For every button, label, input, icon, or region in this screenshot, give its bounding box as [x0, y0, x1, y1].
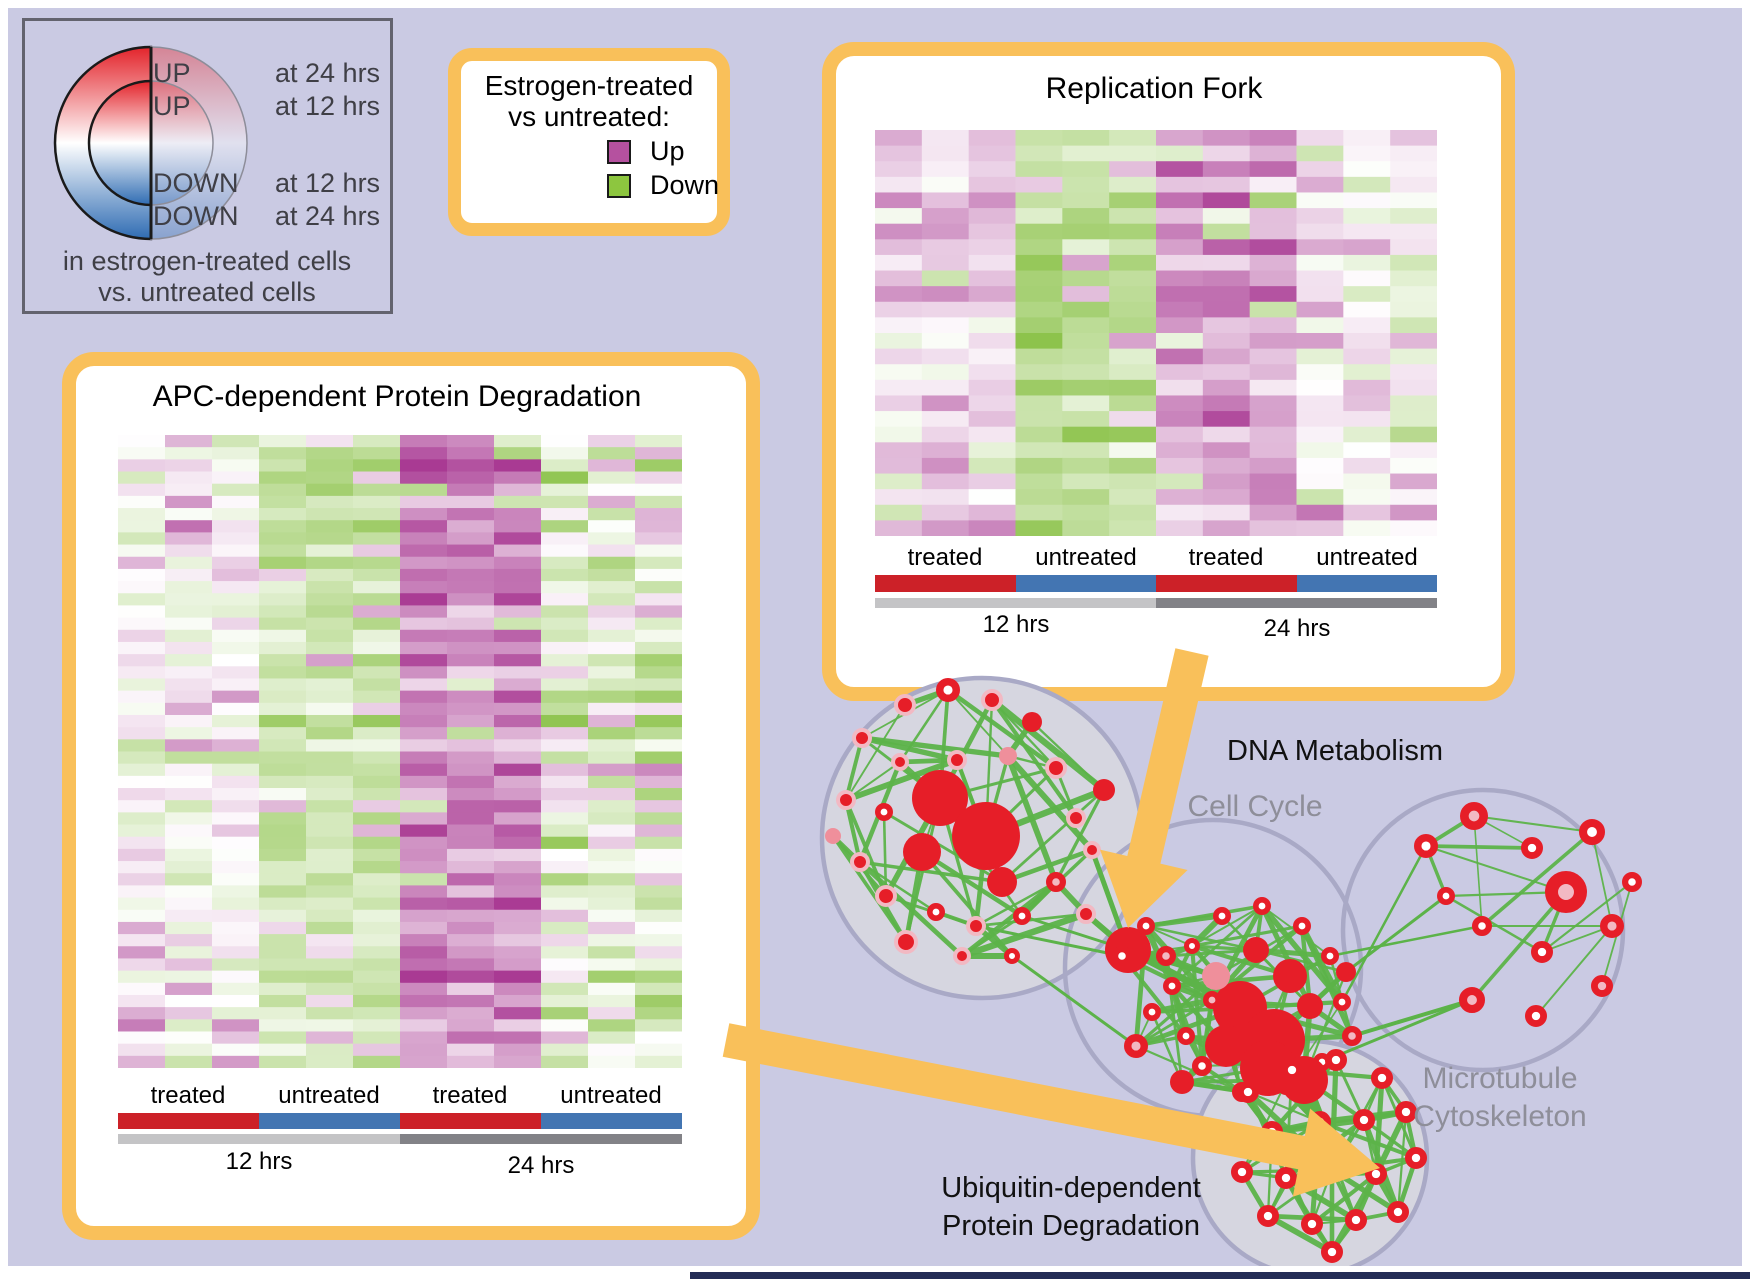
legend-down-12-time: at 12 hrs: [275, 168, 381, 198]
rf-untreated-bar-12: [1016, 575, 1156, 592]
apc-untreated-bar-12: [259, 1113, 400, 1129]
apc-heatmap: [118, 435, 682, 1068]
apc-treated-bar-12: [118, 1113, 259, 1129]
apc-time-24hrs: 24 hrs: [507, 1152, 575, 1179]
network-label-cell-cycle: Cell Cycle: [1187, 790, 1323, 823]
expression-circle-legend-icon: [53, 45, 248, 241]
apc-col-group-treated-24: treated: [432, 1082, 508, 1109]
rf-treated-bar-12: [875, 575, 1016, 592]
legend-down-12-label: DOWN: [153, 168, 239, 198]
bottom-navy-strip: [690, 1272, 1750, 1279]
up-label: Up: [650, 136, 685, 166]
up-color-swatch: [607, 140, 631, 164]
apc-time-12hrs: 12 hrs: [225, 1148, 293, 1175]
apc-12hrs-bar: [118, 1134, 400, 1144]
updown-legend-title-line2: vs untreated:: [508, 101, 670, 132]
apc-untreated-bar-24: [541, 1113, 682, 1129]
network-label-ubiquitin-2: Protein Degradation: [942, 1210, 1200, 1242]
rf-untreated-bar-24: [1297, 575, 1437, 592]
apc-col-group-untreated-24: untreated: [560, 1082, 662, 1109]
down-label: Down: [650, 170, 720, 200]
network-label-dna-metabolism: DNA Metabolism: [1227, 735, 1443, 767]
rf-col-group-treated-12: treated: [907, 544, 983, 571]
replication-fork-title: Replication Fork: [1045, 72, 1263, 105]
rf-col-group-untreated-12: untreated: [1035, 544, 1137, 571]
rf-treated-bar-24: [1156, 575, 1297, 592]
rf-time-24hrs: 24 hrs: [1263, 615, 1331, 642]
replication-fork-heatmap: [875, 130, 1437, 536]
rf-time-12hrs: 12 hrs: [982, 611, 1050, 638]
updown-legend-title-line1: Estrogen-treated: [484, 70, 694, 101]
down-color-swatch: [607, 174, 631, 198]
legend-up-12-time: at 12 hrs: [275, 91, 381, 121]
legend-caption-line2: vs. untreated cells: [98, 277, 316, 307]
rf-col-group-untreated-24: untreated: [1316, 544, 1418, 571]
legend-caption-line1: in estrogen-treated cells: [62, 246, 352, 276]
legend-up-12-label: UP: [153, 91, 191, 121]
rf-24hrs-bar: [1156, 598, 1437, 608]
apc-title: APC-dependent Protein Degradation: [152, 380, 642, 413]
apc-24hrs-bar: [400, 1134, 682, 1144]
network-label-microtubule-2: Cytoskeleton: [1413, 1100, 1587, 1133]
rf-col-group-treated-24: treated: [1188, 544, 1264, 571]
updown-legend-box: [448, 48, 730, 236]
apc-col-group-treated-12: treated: [150, 1082, 226, 1109]
network-label-ubiquitin-1: Ubiquitin-dependent: [941, 1172, 1201, 1204]
legend-down-24-time: at 24 hrs: [275, 201, 381, 231]
circle-legend-box: [22, 18, 393, 314]
apc-treated-bar-24: [400, 1113, 541, 1129]
legend-up-24-label: UP: [153, 58, 191, 88]
legend-up-24-time: at 24 hrs: [275, 58, 381, 88]
network-label-microtubule-1: Microtubule: [1422, 1062, 1578, 1095]
legend-down-24-label: DOWN: [153, 201, 239, 231]
rf-12hrs-bar: [875, 598, 1156, 608]
apc-col-group-untreated-12: untreated: [278, 1082, 380, 1109]
